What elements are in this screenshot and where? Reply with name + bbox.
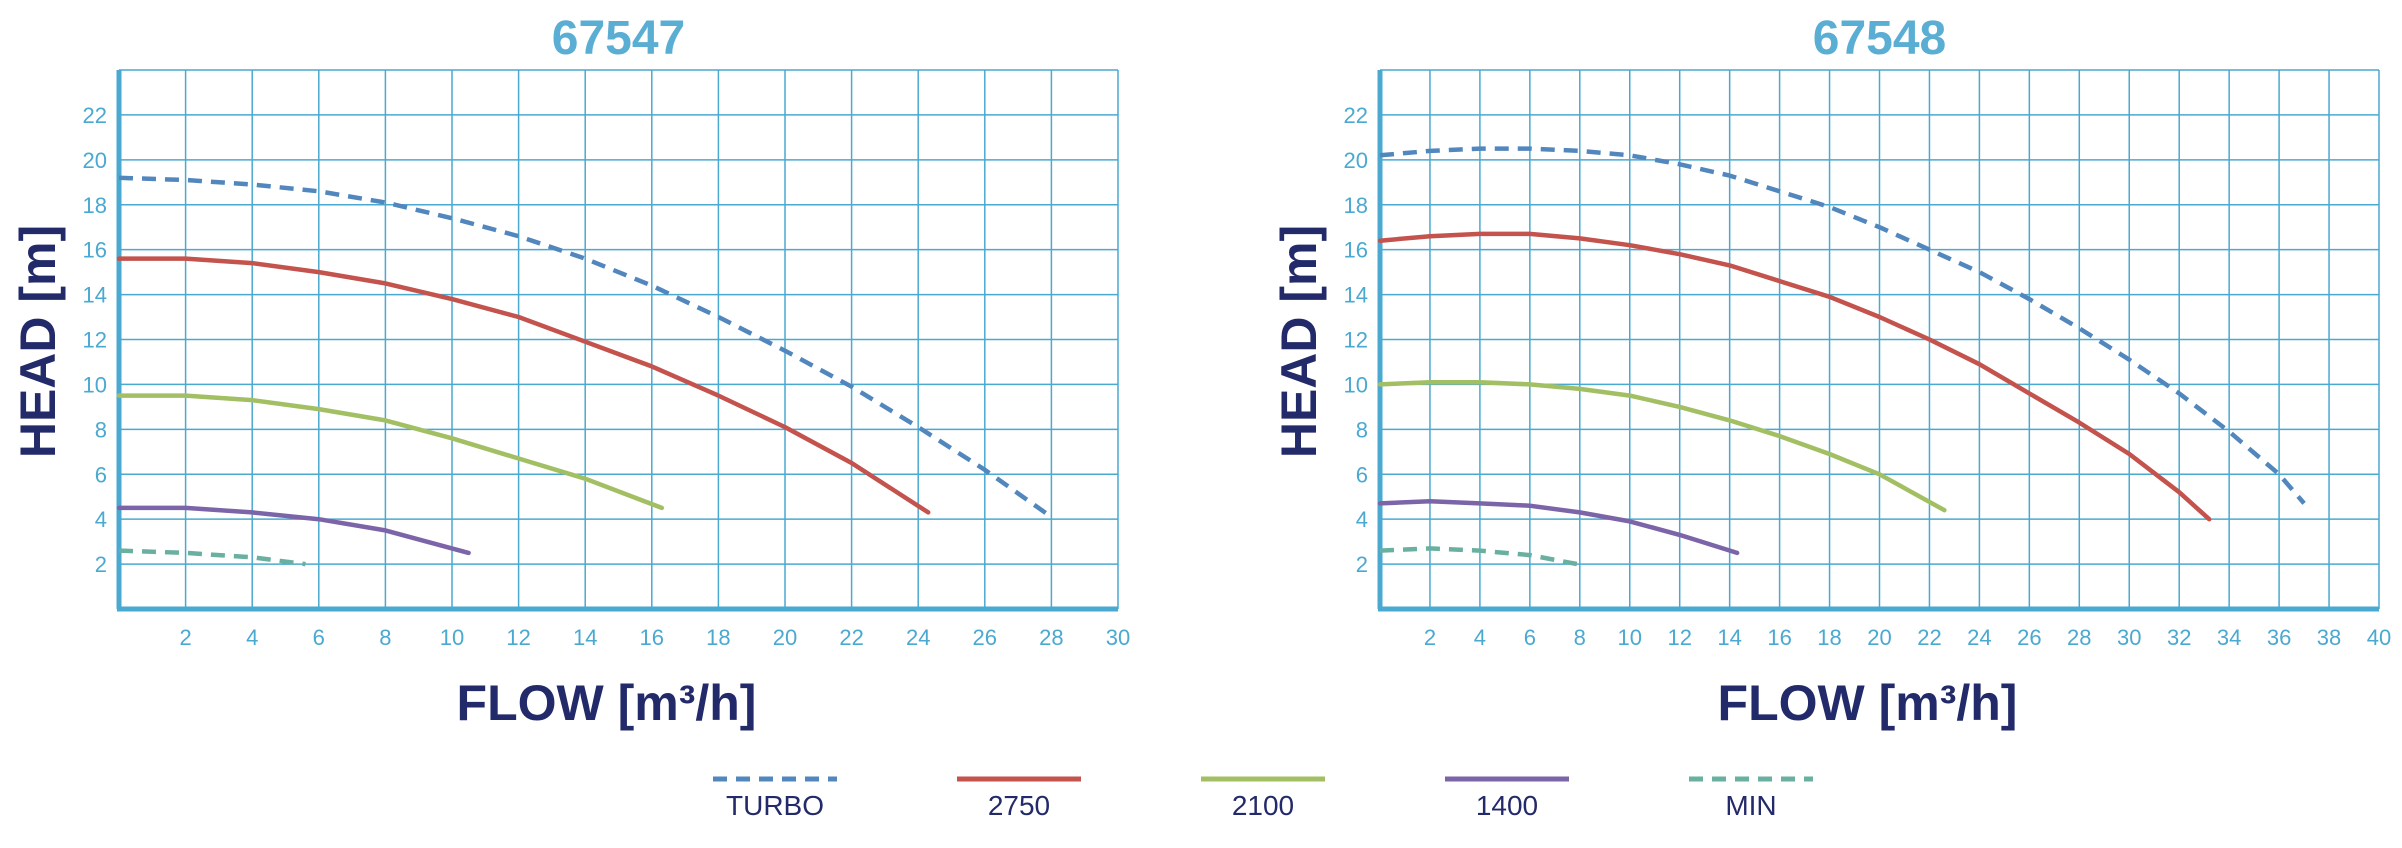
x-tick-label: 32 — [2167, 625, 2191, 650]
y-tick-label: 12 — [83, 328, 107, 353]
x-tick-label: 20 — [773, 625, 797, 650]
x-tick-label: 12 — [1667, 625, 1691, 650]
x-tick-label: 14 — [1717, 625, 1741, 650]
x-tick-label: 38 — [2317, 625, 2341, 650]
x-tick-label: 16 — [1767, 625, 1791, 650]
y-axis-label: HEAD [m] — [1271, 225, 1327, 458]
chart-title: 67547 — [552, 12, 685, 65]
legend: TURBO 2750 2100 1400 MIN — [713, 776, 1813, 821]
x-tick-label: 18 — [706, 625, 730, 650]
legend-label: TURBO — [726, 790, 824, 821]
x-tick-label: 18 — [1817, 625, 1841, 650]
series-line-2100 — [1377, 379, 1947, 513]
x-tick-label: 10 — [440, 625, 464, 650]
y-tick-label: 2 — [1356, 552, 1368, 577]
y-tick-label: 20 — [1344, 148, 1368, 173]
grid — [119, 69, 1119, 610]
series-line-turbo — [1379, 146, 2306, 505]
x-tick-label: 30 — [1106, 625, 1130, 650]
x-tick-label: 2 — [179, 625, 191, 650]
series-line-1400 — [1377, 498, 1740, 556]
series-line-min — [118, 548, 306, 567]
y-tick-label: 2 — [95, 552, 107, 577]
x-tick-label: 26 — [2017, 625, 2041, 650]
x-tick-label: 22 — [839, 625, 863, 650]
y-tick-label: 20 — [83, 148, 107, 173]
chart-title: 67548 — [1813, 12, 1946, 65]
x-tick-label: 24 — [1967, 625, 1991, 650]
y-tick-label: 12 — [1344, 328, 1368, 353]
x-tick-label: 8 — [379, 625, 391, 650]
legend-item-2100: 2100 — [1201, 776, 1325, 821]
y-tick-label: 22 — [83, 103, 107, 128]
x-tick-label: 26 — [973, 625, 997, 650]
x-tick-label: 34 — [2217, 625, 2241, 650]
x-tick-label: 28 — [2067, 625, 2091, 650]
legend-label: MIN — [1725, 790, 1776, 821]
legend-label: 2100 — [1232, 790, 1294, 821]
y-tick-label: 22 — [1344, 103, 1368, 128]
x-tick-label: 2 — [1424, 625, 1436, 650]
y-tick-label: 16 — [83, 238, 107, 263]
x-tick-label: 30 — [2117, 625, 2141, 650]
x-tick-label: 8 — [1574, 625, 1586, 650]
series-line-turbo — [118, 175, 1050, 517]
x-axis-label: FLOW [m³/h] — [1718, 675, 2018, 731]
legend-item-turbo: TURBO — [713, 776, 837, 821]
x-axis-label: FLOW [m³/h] — [457, 675, 757, 731]
x-tick-label: 28 — [1039, 625, 1063, 650]
x-tick-label: 4 — [246, 625, 258, 650]
legend-item-min: MIN — [1689, 776, 1813, 821]
x-tick-label: 10 — [1618, 625, 1642, 650]
series-line-2100 — [116, 393, 665, 511]
y-tick-label: 8 — [95, 417, 107, 442]
legend-label: 2750 — [988, 790, 1050, 821]
series-line-min — [1379, 546, 1578, 567]
x-tick-label: 20 — [1867, 625, 1891, 650]
x-tick-label: 40 — [2367, 625, 2391, 650]
y-tick-label: 10 — [1344, 372, 1368, 397]
x-tick-label: 14 — [573, 625, 597, 650]
series-line-2750 — [116, 256, 931, 515]
legend-label: 1400 — [1476, 790, 1538, 821]
y-tick-label: 4 — [1356, 507, 1368, 532]
x-tick-label: 12 — [506, 625, 530, 650]
y-tick-label: 6 — [95, 462, 107, 487]
y-tick-label: 18 — [1344, 193, 1368, 218]
x-tick-label: 22 — [1917, 625, 1941, 650]
y-tick-label: 6 — [1356, 462, 1368, 487]
y-tick-label: 18 — [83, 193, 107, 218]
y-tick-label: 16 — [1344, 238, 1368, 263]
x-tick-label: 4 — [1474, 625, 1486, 650]
y-tick-label: 14 — [1344, 283, 1368, 308]
x-tick-label: 36 — [2267, 625, 2291, 650]
legend-item-2750: 2750 — [957, 776, 1081, 821]
series-line-1400 — [116, 505, 471, 556]
legend-item-1400: 1400 — [1445, 776, 1569, 821]
y-tick-label: 4 — [95, 507, 107, 532]
y-tick-label: 8 — [1356, 417, 1368, 442]
x-tick-label: 6 — [1524, 625, 1536, 650]
y-axis-label: HEAD [m] — [10, 225, 66, 458]
x-tick-label: 6 — [313, 625, 325, 650]
y-tick-label: 14 — [83, 283, 107, 308]
series-line-2750 — [1377, 231, 2212, 522]
y-tick-label: 10 — [83, 372, 107, 397]
x-tick-label: 24 — [906, 625, 930, 650]
x-tick-label: 16 — [640, 625, 664, 650]
